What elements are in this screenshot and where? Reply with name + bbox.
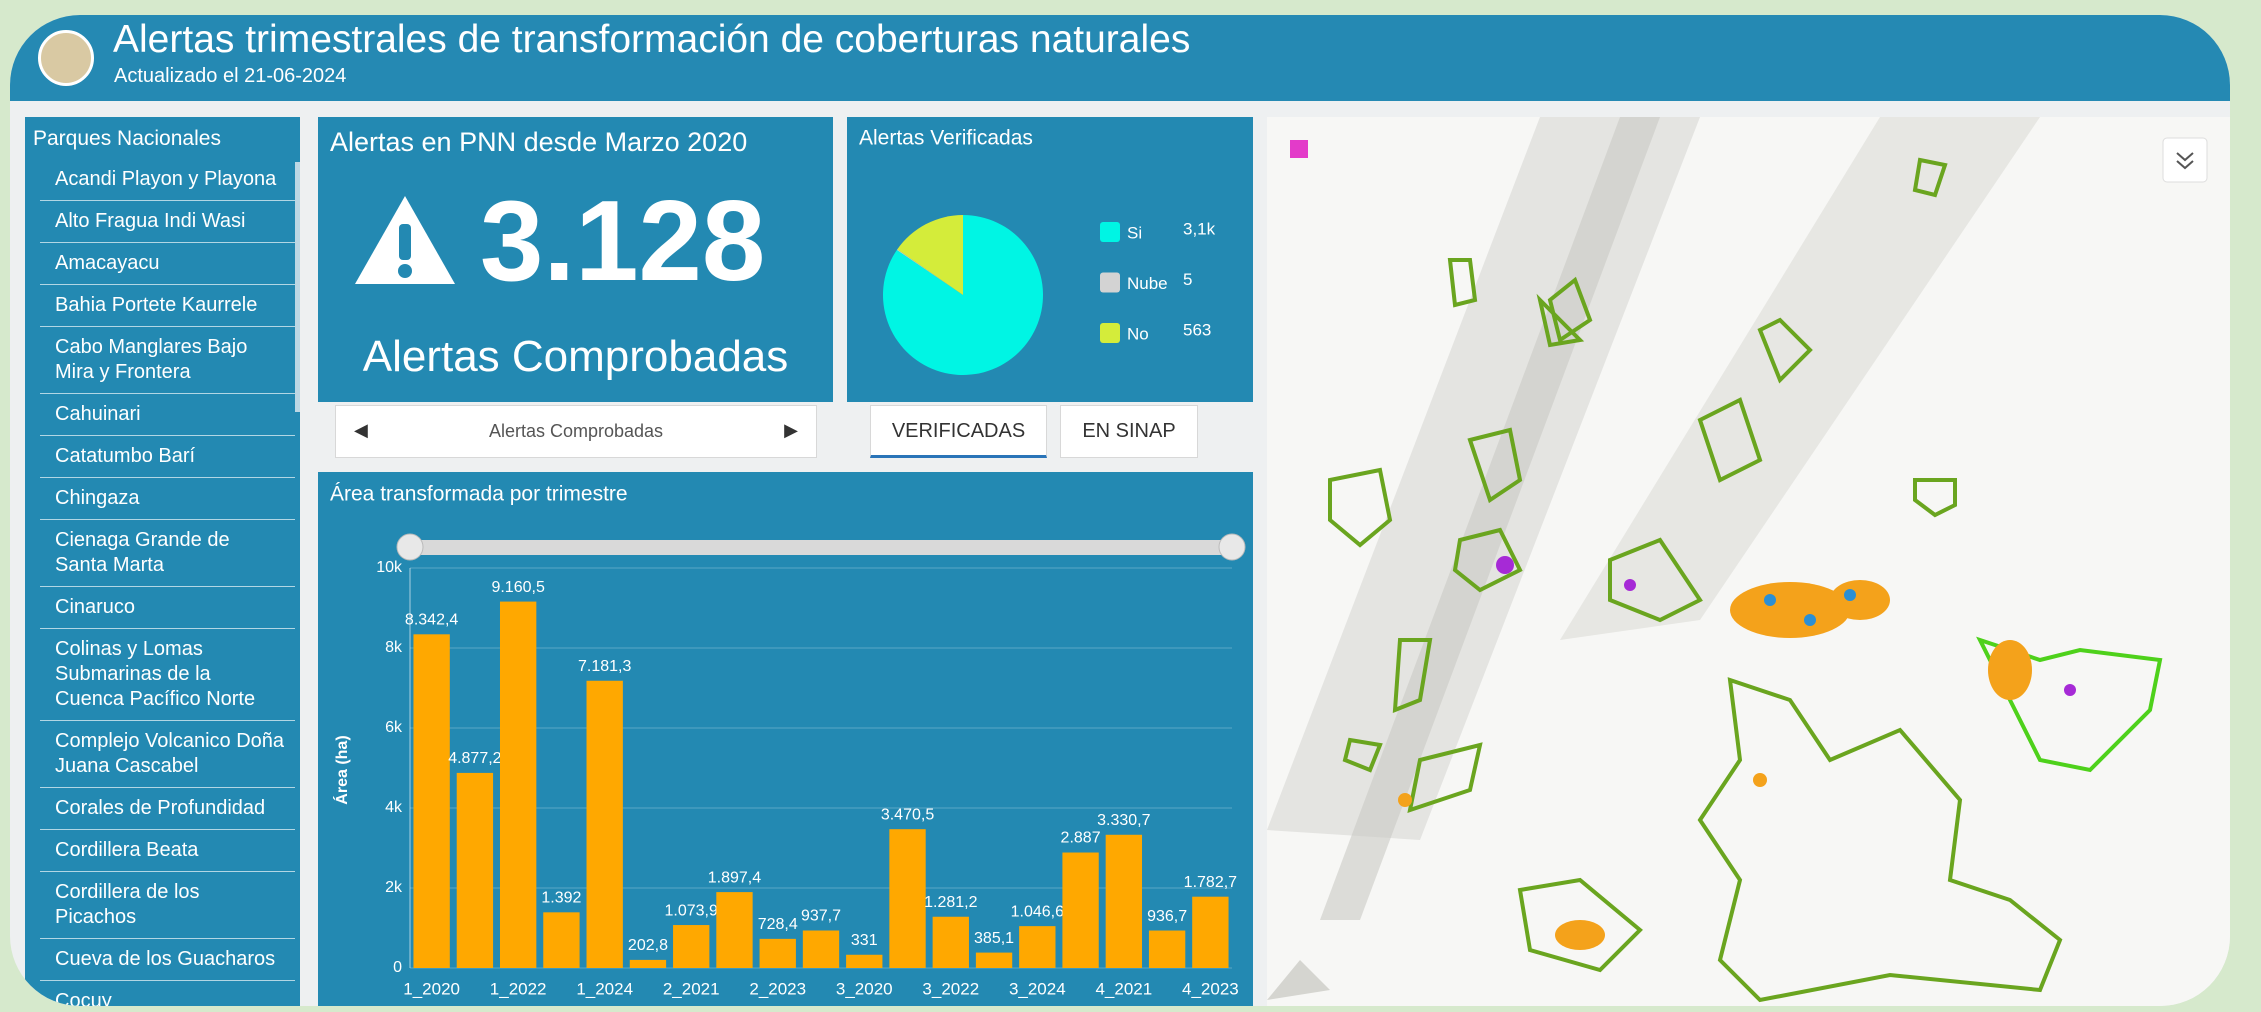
bar-slider — [397, 534, 1245, 560]
value-label: 1.897,4 — [708, 869, 761, 886]
y-tick-label: 10k — [376, 559, 403, 576]
value-label: 7.181,3 — [578, 658, 631, 675]
bar — [803, 930, 839, 968]
alert-cluster — [1555, 920, 1605, 950]
bar — [500, 602, 536, 968]
bar — [846, 955, 882, 968]
park-outline — [1700, 680, 2060, 1000]
value-label: 728,4 — [758, 916, 798, 933]
value-label: 9.160,5 — [491, 579, 544, 596]
body: Alertas trimestrales de transformación d… — [0, 0, 2261, 1012]
legend-value: 563 — [1183, 320, 1211, 339]
x-tick-label: 4_2021 — [1095, 979, 1152, 998]
alert-point — [1290, 140, 1308, 158]
chart-title: Área transformada por trimestre — [330, 483, 628, 506]
legend-swatch — [1100, 323, 1120, 343]
value-label: 1.392 — [541, 890, 581, 907]
bar — [543, 912, 579, 968]
y-tick-label: 2k — [385, 879, 403, 896]
value-label: 331 — [851, 932, 878, 949]
x-tick-label: 3_2024 — [1009, 979, 1066, 998]
bar — [457, 773, 493, 968]
bar — [630, 960, 666, 968]
y-axis-label: Área (ha) — [332, 735, 351, 804]
value-label: 1.782,7 — [1184, 874, 1237, 891]
y-tick-label: 0 — [393, 959, 402, 976]
x-tick-label: 3_2022 — [922, 979, 979, 998]
y-tick-label: 4k — [385, 799, 403, 816]
bar — [673, 925, 709, 968]
alert-point — [1844, 589, 1856, 601]
value-label: 1.046,6 — [1011, 903, 1064, 920]
alert-point — [2064, 684, 2076, 696]
y-tick-label: 6k — [385, 719, 403, 736]
alert-point — [1764, 594, 1776, 606]
slider-track — [410, 540, 1232, 555]
alert-point — [1398, 793, 1412, 807]
bar — [933, 917, 969, 968]
legend-swatch — [1100, 222, 1120, 242]
x-tick-label: 3_2020 — [836, 979, 893, 998]
legend-value: 3,1k — [1183, 219, 1216, 238]
x-tick-label: 2_2023 — [749, 979, 806, 998]
value-label: 1.281,2 — [924, 894, 977, 911]
park-outline — [1915, 480, 1955, 515]
value-label: 3.470,5 — [881, 806, 934, 823]
map-decor — [1267, 117, 2207, 1000]
value-label: 385,1 — [974, 930, 1014, 947]
alert-cluster — [1988, 640, 2032, 700]
legend-label: Nube — [1127, 274, 1168, 293]
page: Dashboard {"header": {"title": "Alertas … — [0, 0, 2261, 1012]
alert-point — [1496, 556, 1514, 574]
x-tick-label: 2_2021 — [663, 979, 720, 998]
charts-layer: Alertas Verificadas Si 3,1k Nube 5 No 563 Área … — [0, 0, 2261, 1012]
bar — [1149, 931, 1185, 968]
legend-swatch — [1100, 273, 1120, 293]
terrain-ridge — [1267, 960, 1330, 1000]
bar — [1019, 926, 1055, 968]
legend-value: 5 — [1183, 270, 1192, 289]
x-tick-label: 1_2022 — [490, 979, 547, 998]
slider-handle[interactable] — [1219, 534, 1245, 560]
alert-cluster — [1830, 580, 1890, 620]
value-label: 8.342,4 — [405, 612, 458, 629]
y-tick-label: 8k — [385, 639, 403, 656]
bar — [1192, 897, 1228, 968]
x-tick-label: 1_2020 — [403, 979, 460, 998]
terrain-ridge — [1320, 117, 1660, 920]
alert-cluster — [1730, 582, 1850, 638]
alert-point — [1624, 579, 1636, 591]
bar — [587, 681, 623, 968]
bar — [716, 892, 752, 968]
alert-point — [1753, 773, 1767, 787]
bar — [760, 939, 796, 968]
bar — [413, 634, 449, 968]
expand-button[interactable] — [2163, 138, 2207, 182]
chart-title: Alertas Verificadas — [859, 127, 1033, 150]
value-label: 4.877,2 — [448, 750, 501, 767]
bar — [976, 953, 1012, 968]
value-label: 1.073,9 — [665, 902, 718, 919]
alert-point — [1804, 614, 1816, 626]
legend-label: No — [1127, 324, 1149, 343]
dashboard: Alertas trimestrales de transformación d… — [0, 0, 2261, 1012]
bar — [1062, 853, 1098, 968]
value-label: 202,8 — [628, 937, 668, 954]
bar — [1106, 835, 1142, 968]
value-label: 936,7 — [1147, 908, 1187, 925]
bar — [889, 829, 925, 968]
value-label: 2.887 — [1061, 830, 1101, 847]
slider-handle[interactable] — [397, 534, 423, 560]
x-tick-label: 1_2024 — [576, 979, 633, 998]
value-label: 937,7 — [801, 908, 841, 925]
x-tick-label: 4_2023 — [1182, 979, 1239, 998]
value-label: 3.330,7 — [1097, 812, 1150, 829]
legend-label: Si — [1127, 223, 1142, 242]
